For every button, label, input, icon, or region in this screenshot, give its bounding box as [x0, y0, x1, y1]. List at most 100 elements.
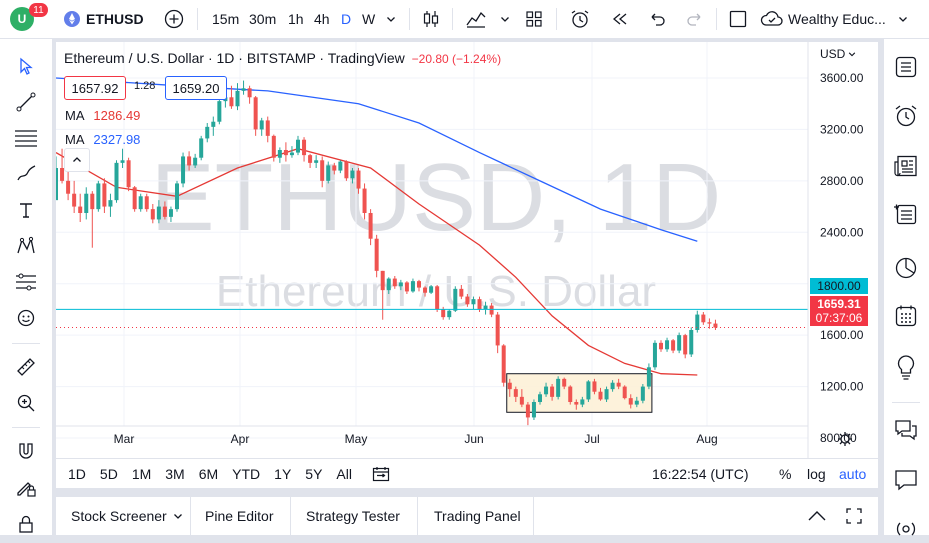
indicators-dropdown[interactable]: [500, 0, 510, 38]
collapse-panel-button[interactable]: [807, 497, 827, 535]
fullscreen-select-button[interactable]: [729, 0, 747, 38]
range-button-3m[interactable]: 3M: [165, 466, 185, 482]
compare-symbol-button[interactable]: [164, 0, 184, 38]
chart-pane[interactable]: ETHUSD, 1D Ethereum / U.S. Dollar 3600.0…: [56, 42, 878, 488]
candle: [211, 116, 216, 136]
indicators-button[interactable]: [465, 0, 487, 38]
messages-button[interactable]: [891, 465, 921, 495]
candle: [277, 147, 282, 163]
cursor-tool[interactable]: [11, 51, 41, 81]
candle: [671, 339, 676, 354]
range-button-1d[interactable]: 1D: [68, 466, 86, 482]
percent-scale-toggle[interactable]: %: [779, 466, 792, 482]
prediction-tool[interactable]: [11, 267, 41, 297]
buy-button[interactable]: 1659.20: [165, 76, 227, 100]
candle: [356, 168, 361, 194]
candle-body: [350, 170, 355, 179]
interval-w[interactable]: W: [362, 0, 375, 38]
hotlist-button[interactable]: [891, 253, 921, 283]
interval-dropdown[interactable]: [386, 0, 396, 38]
ruler-icon: [17, 358, 35, 376]
candle-body: [259, 120, 264, 130]
pattern-tool[interactable]: [11, 231, 41, 261]
chart-type-button[interactable]: [421, 0, 441, 38]
smiley-icon: [17, 309, 35, 327]
interval-label: 15m: [212, 11, 240, 27]
undo-button[interactable]: [648, 0, 666, 38]
range-button-1y[interactable]: 1Y: [274, 466, 292, 482]
candle: [181, 152, 186, 188]
price-tick-label: 2400.00: [820, 225, 864, 239]
calendar-button[interactable]: [891, 301, 921, 331]
candle-body: [707, 322, 712, 324]
fib-tool[interactable]: [11, 123, 41, 153]
collapse-legend-button[interactable]: [64, 148, 90, 172]
tab-trading-panel[interactable]: Trading Panel: [434, 497, 521, 535]
layout-name: Wealthy Educ...: [788, 11, 886, 27]
interval-1h[interactable]: 1h: [288, 0, 304, 38]
symbol-search[interactable]: ETHUSD: [64, 0, 144, 38]
range-button-ytd[interactable]: YTD: [232, 466, 261, 482]
maximize-panel-button[interactable]: [845, 497, 863, 535]
layout-dropdown[interactable]: [898, 0, 908, 38]
candle-body: [271, 135, 276, 158]
range-button-5y[interactable]: 5Y: [305, 466, 323, 482]
candle-body: [538, 394, 542, 402]
brush-tool[interactable]: [11, 159, 41, 189]
interval-d[interactable]: D: [341, 0, 351, 38]
alarm-clock-icon: [895, 105, 917, 127]
hline-price-label: 1800.00: [810, 278, 868, 294]
sell-button[interactable]: 1657.92: [64, 76, 126, 100]
interval-label: 1h: [288, 11, 304, 27]
news-button[interactable]: [891, 151, 921, 181]
alert-button[interactable]: [569, 0, 591, 38]
icon-tool[interactable]: [11, 303, 41, 333]
replay-button[interactable]: [610, 0, 630, 38]
interval-30m[interactable]: 30m: [249, 0, 276, 38]
redo-button[interactable]: [686, 0, 704, 38]
layout-menu[interactable]: Wealthy Educ...: [760, 0, 886, 38]
templates-button[interactable]: [524, 0, 544, 38]
range-button-5d[interactable]: 5D: [99, 466, 118, 482]
candle-body: [646, 367, 651, 387]
auto-scale-toggle[interactable]: auto: [839, 466, 867, 482]
candle-body: [132, 187, 137, 210]
measure-tool[interactable]: [11, 352, 41, 382]
ideas-button[interactable]: [891, 352, 921, 382]
clock-time[interactable]: 16:22:54 (UTC): [652, 466, 749, 482]
ma-slow-legend[interactable]: MA 2327.98: [65, 132, 140, 147]
log-scale-toggle[interactable]: log: [807, 466, 826, 482]
interval-15m[interactable]: 15m: [212, 0, 239, 38]
watchlist-button[interactable]: [891, 52, 921, 82]
tab-strategy-tester[interactable]: Strategy Tester: [306, 497, 400, 535]
range-button-1m[interactable]: 1M: [131, 466, 152, 482]
candle: [253, 96, 258, 136]
chats-button[interactable]: [891, 415, 921, 445]
zoom-tool[interactable]: [11, 388, 41, 418]
price-chart[interactable]: ETHUSD, 1D Ethereum / U.S. Dollar 3600.0…: [56, 42, 878, 488]
candle-body: [659, 342, 663, 350]
candle: [447, 309, 452, 320]
tab-stock-screener[interactable]: Stock Screener: [71, 497, 183, 535]
trend-line-tool[interactable]: [11, 87, 41, 117]
interval-4h[interactable]: 4h: [314, 0, 330, 38]
text-tool[interactable]: [11, 195, 41, 225]
candle: [229, 85, 234, 109]
gear-icon[interactable]: [838, 432, 852, 446]
ma-fast-legend[interactable]: MA 1286.49: [65, 108, 140, 123]
lock-drawings-tool[interactable]: [11, 472, 41, 502]
candle: [241, 80, 246, 95]
magnet-tool[interactable]: [11, 436, 41, 466]
alerts-button[interactable]: [891, 101, 921, 131]
lock-tool[interactable]: [11, 509, 41, 539]
tab-pine-editor[interactable]: Pine Editor: [205, 497, 273, 535]
data-window-button[interactable]: [891, 199, 921, 229]
range-button-6m[interactable]: 6M: [198, 466, 219, 482]
stream-button[interactable]: [891, 513, 921, 543]
date-range-button[interactable]: [372, 466, 390, 485]
top-toolbar: U 11 ETHUSD 15m 30m 1h 4h D W: [0, 0, 929, 39]
interval-label: D: [341, 11, 352, 27]
currency-selector[interactable]: USD: [820, 47, 856, 61]
candle: [538, 391, 542, 405]
range-button-all[interactable]: All: [336, 466, 352, 482]
